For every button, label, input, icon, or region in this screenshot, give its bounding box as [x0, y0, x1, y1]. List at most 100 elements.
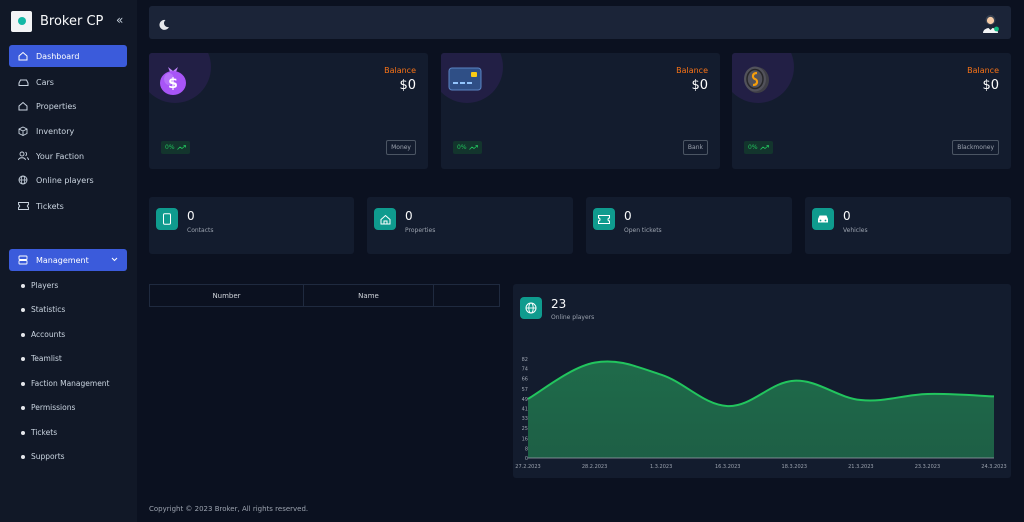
sidebar-item-your-faction[interactable]: Your Faction	[9, 145, 127, 167]
sidebar-item-label: Your Faction	[36, 151, 85, 161]
stat-value: 0	[843, 209, 851, 223]
sidebar-item-online-players[interactable]: Online players	[9, 169, 127, 191]
server-icon	[17, 254, 29, 266]
series-area	[528, 361, 994, 458]
blackmoney-tag: Blackmoney	[952, 140, 999, 155]
top-bar	[149, 6, 1011, 39]
balance-value: $0	[691, 78, 708, 93]
bank-tag: Bank	[682, 140, 708, 155]
balance-label: Balance	[384, 66, 416, 75]
stat-value: 0	[624, 209, 632, 223]
y-tick-label: 57	[522, 387, 528, 393]
bullet-icon	[21, 283, 25, 288]
online-players-card: 0 8 16 25 33 41 49 57 66 74 82 27.2.2023 28.2.2023 1.…	[513, 284, 1011, 478]
house-icon	[374, 208, 396, 230]
sidebar-subitem-players[interactable]: Players	[21, 281, 58, 290]
x-tick-label: 18.3.2023	[782, 464, 807, 470]
sidebar-item-dashboard[interactable]: Dashboard	[9, 45, 127, 67]
sidebar-item-properties[interactable]: Properties	[9, 95, 127, 117]
stat-card-properties: 0 Properties	[367, 197, 573, 254]
sidebar-item-label: Tickets	[36, 201, 64, 211]
avatar[interactable]	[980, 12, 1001, 33]
stat-label: Vehicles	[843, 227, 868, 234]
bullet-icon	[21, 405, 25, 410]
column-header-name[interactable]: Name	[358, 291, 379, 300]
sidebar-item-label: Dashboard	[36, 51, 80, 61]
trend-up-icon	[468, 145, 478, 150]
y-tick-label: 49	[522, 397, 528, 403]
bullet-icon	[21, 307, 25, 312]
ticket-icon	[17, 200, 29, 212]
sidebar-item-label: Properties	[36, 101, 77, 111]
svg-text:$: $	[168, 76, 178, 92]
sidebar-item-cars[interactable]: Cars	[9, 71, 127, 93]
sidebar-item-label: Online players	[36, 175, 94, 185]
credit-card-icon	[447, 61, 483, 97]
collapse-sidebar-icon[interactable]: «	[116, 13, 124, 27]
ticket-icon	[593, 208, 615, 230]
sidebar-subitem-permissions[interactable]: Permissions	[21, 403, 75, 412]
x-tick-label: 16.3.2023	[715, 464, 740, 470]
sidebar-subitem-faction-management[interactable]: Faction Management	[21, 379, 110, 388]
bullet-icon	[21, 381, 25, 386]
online-players-chart: 0 8 16 25 33 41 49 57 66 74 82 27.2.2023 28.2.2023 1.…	[515, 357, 1006, 470]
stat-label: Contacts	[187, 227, 214, 234]
sidebar-management-toggle[interactable]: Management	[9, 249, 127, 271]
house-icon	[17, 100, 29, 112]
balance-value: $0	[399, 78, 416, 93]
y-tick-label: 82	[522, 357, 528, 363]
sidebar-subitem-label: Tickets	[31, 428, 58, 437]
stat-label: Properties	[405, 227, 436, 234]
x-tick-label: 1.3.2023	[650, 464, 672, 470]
x-tick-label: 28.2.2023	[582, 464, 607, 470]
column-header-actions	[434, 285, 499, 306]
balance-label: Balance	[967, 66, 999, 75]
globe-icon	[17, 174, 29, 186]
stat-card-open-tickets: 0 Open tickets	[586, 197, 792, 254]
sidebar-subitem-tickets[interactable]: Tickets	[21, 428, 57, 437]
change-value: 0%	[457, 144, 467, 151]
brand[interactable]: Broker CP	[11, 9, 103, 33]
y-tick-label: 8	[525, 446, 528, 452]
change-value: 0%	[748, 144, 758, 151]
stat-card-vehicles: 0 Vehicles	[805, 197, 1011, 254]
bullet-icon	[21, 454, 25, 459]
sidebar-item-label: Cars	[36, 77, 54, 87]
phone-icon	[156, 208, 178, 230]
sidebar-subitem-label: Statistics	[31, 305, 66, 314]
balance-label: Balance	[676, 66, 708, 75]
x-tick-label: 24.3.2023	[981, 464, 1006, 470]
y-tick-label: 33	[522, 416, 528, 422]
change-badge: 0%	[744, 141, 773, 154]
sidebar-subitem-statistics[interactable]: Statistics	[21, 305, 65, 314]
car-icon	[17, 76, 29, 88]
x-tick-label: 23.3.2023	[915, 464, 940, 470]
y-tick-label: 16	[522, 437, 528, 443]
sidebar-subitem-supports[interactable]: Supports	[21, 452, 65, 461]
trend-up-icon	[759, 145, 769, 150]
stat-value: 0	[187, 209, 195, 223]
sidebar-item-inventory[interactable]: Inventory	[9, 120, 127, 142]
home-icon	[17, 50, 29, 62]
column-header-number[interactable]: Number	[212, 291, 241, 300]
brand-logo	[11, 10, 32, 32]
stat-card-contacts: 0 Contacts	[149, 197, 354, 254]
stat-value: 0	[405, 209, 413, 223]
y-tick-label: 25	[522, 426, 528, 432]
sidebar-subitem-teamlist[interactable]: Teamlist	[21, 354, 62, 363]
moon-icon[interactable]	[158, 16, 170, 35]
brand-title: Broker CP	[40, 13, 104, 29]
sidebar-subitem-label: Faction Management	[31, 379, 110, 388]
online-label: Online players	[551, 314, 595, 321]
sidebar-item-label: Inventory	[36, 126, 75, 136]
sidebar-subitem-label: Accounts	[31, 330, 66, 339]
sidebar-item-tickets[interactable]: Tickets	[9, 195, 127, 217]
coin-icon	[738, 61, 774, 97]
bullet-icon	[21, 356, 25, 361]
y-tick-label: 41	[522, 407, 528, 413]
sidebar-subitem-accounts[interactable]: Accounts	[21, 330, 65, 339]
balance-card-money: $ Balance $0 0% Money	[149, 53, 428, 169]
box-icon	[17, 125, 29, 137]
x-tick-label: 21.3.2023	[848, 464, 873, 470]
change-badge: 0%	[453, 141, 482, 154]
